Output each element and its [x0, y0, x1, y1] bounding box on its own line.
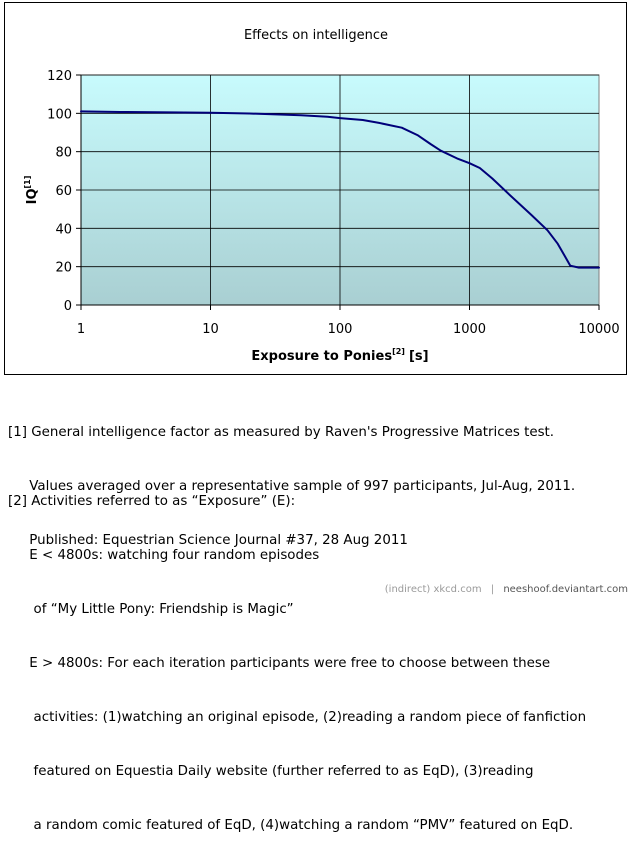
- footnote-2-line: E < 4800s: watching four random episodes: [8, 548, 320, 563]
- footnote-2-line: featured on Equestia Daily website (furt…: [8, 764, 534, 779]
- series-line: [80, 110, 600, 269]
- y-axis-label-superscript: [1]: [23, 176, 32, 189]
- x-tick-label: 100: [328, 322, 353, 337]
- footnote-1-line: Published: Equestrian Science Journal #3…: [8, 533, 408, 548]
- y-tick-label: 100: [47, 107, 72, 122]
- footer-source: (indirect) xkcd.com: [384, 584, 482, 595]
- footnote-2-line: E > 4800s: For each iteration participan…: [8, 656, 551, 671]
- x-axis-label: Exposure to Ponies[2] [s]: [251, 347, 428, 364]
- footer-credit: (indirect) xkcd.com | neeshoof.deviantar…: [385, 584, 628, 595]
- footnote-2-line: of “My Little Pony: Friendship is Magic”: [8, 602, 294, 617]
- x-axis-unit: [s]: [409, 349, 429, 364]
- y-tick-label: 20: [55, 261, 72, 276]
- y-tick-label: 120: [47, 69, 72, 84]
- y-tick-label: 60: [55, 184, 72, 199]
- y-tick-label: 80: [55, 146, 72, 161]
- footnote-1: [1] General intelligence factor as measu…: [8, 388, 575, 568]
- y-tick-label: 0: [64, 299, 72, 314]
- footer-author: neeshoof.deviantart.com: [503, 584, 628, 595]
- x-tick-label: 1000: [453, 322, 486, 337]
- x-tick-label: 10000: [578, 322, 619, 337]
- x-tick-label: 1: [77, 322, 85, 337]
- footnote-2: [2] Activities referred to as “Exposure”…: [8, 457, 586, 853]
- y-axis-label: IQ[1]: [23, 176, 40, 205]
- footnote-2-line: activities: (1)watching an original epis…: [8, 710, 587, 725]
- footnote-2-line: [2] Activities referred to as “Exposure”…: [8, 494, 296, 509]
- footnote-1-line: Values averaged over a representative sa…: [8, 479, 576, 494]
- x-tick-label: 10: [202, 322, 219, 337]
- footnote-2-line: a random comic featured of EqD, (4)watch…: [8, 818, 574, 833]
- chart-title: Effects on intelligence: [244, 28, 388, 43]
- chart-frame: 0 20 40 60 80 100 120 1 10 100 1000 10000 Effects o…: [4, 2, 627, 375]
- footer-separator: |: [490, 584, 495, 595]
- y-tick-label: 40: [55, 222, 72, 237]
- x-axis-label-superscript: [2]: [392, 347, 405, 356]
- footnote-1-line: [1] General intelligence factor as measu…: [8, 425, 555, 440]
